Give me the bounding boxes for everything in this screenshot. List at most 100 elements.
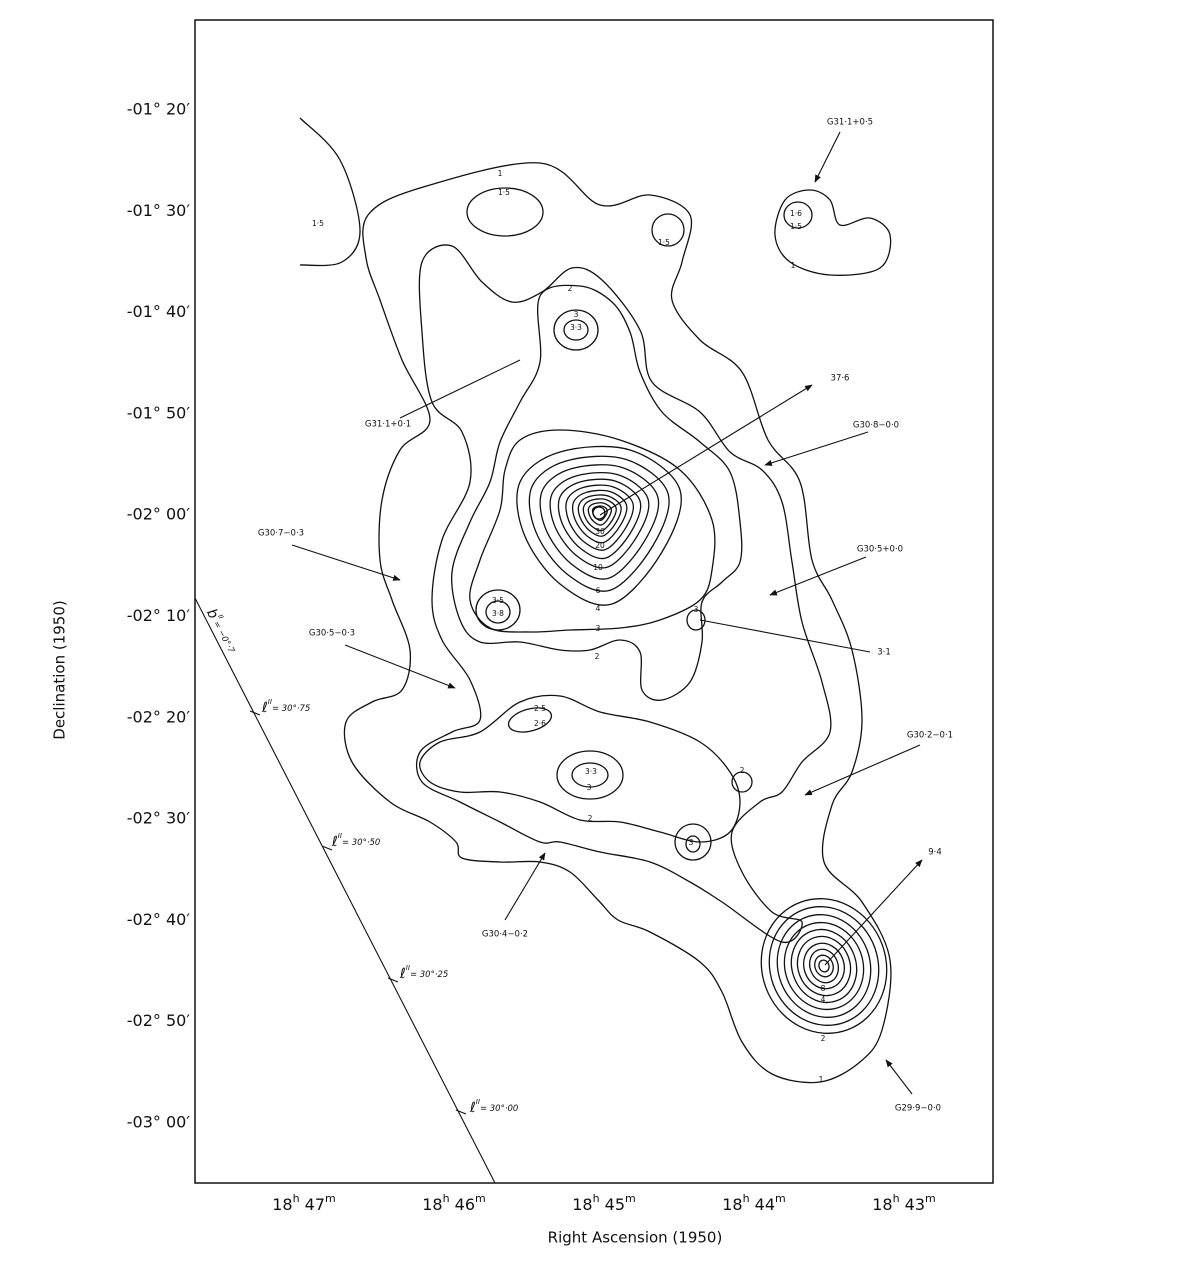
annotation: G30·2−0·1 (907, 731, 953, 741)
contour (563, 319, 589, 341)
contour-label: 1 (498, 169, 503, 178)
pointer (344, 644, 456, 689)
contour-label: 3 (694, 605, 699, 614)
contour (814, 954, 834, 978)
contour-label: 1 (819, 1075, 824, 1084)
galactic-line (194, 597, 496, 1184)
tick-part: 18 (722, 1195, 742, 1214)
annotation: G29·9−0·0 (895, 1104, 941, 1114)
contour (556, 750, 624, 800)
contour (539, 464, 660, 580)
contour (685, 835, 701, 853)
tick-part: 43 (900, 1195, 925, 1214)
pointer (769, 556, 867, 596)
contour (343, 162, 892, 1084)
coord: = 30°·25 (410, 970, 448, 980)
contour-label: 3 (596, 624, 601, 633)
x-tick-label: 18h 46m (422, 1192, 486, 1214)
contour (507, 707, 553, 733)
unit-sup: h (443, 1192, 450, 1205)
annotation: G30·5+0·0 (857, 545, 903, 555)
contour-label: 1·5 (790, 222, 802, 231)
contour (802, 942, 846, 990)
contour-label: 2 (821, 1034, 826, 1043)
annotation: G31·1+0·5 (827, 118, 873, 128)
contour-label: 3·3 (585, 767, 597, 776)
contour-label: 3 (587, 783, 592, 792)
contour (516, 445, 682, 606)
y-tick-label: -02° 10′ (127, 606, 191, 625)
contour (587, 502, 613, 526)
annotation: G30·4−0·2 (482, 930, 528, 940)
unit-sup: h (743, 1192, 750, 1205)
contour-label: 30 (595, 527, 605, 536)
contour-label: 3·3 (570, 323, 582, 332)
coord: = 30°·00 (480, 1104, 518, 1114)
y-tick-label: -02° 00′ (127, 505, 191, 524)
annotation: 3·1 (877, 648, 891, 658)
unit-sup: m (475, 1192, 486, 1205)
pointer (291, 544, 401, 581)
unit-sup: h (893, 1192, 900, 1205)
contour-label: 1·5 (312, 219, 324, 228)
contour (774, 189, 892, 276)
x-tick-label: 18h 47m (272, 1192, 336, 1214)
pointer (764, 431, 869, 466)
pointer (804, 744, 921, 796)
coord: = 30°·75 (272, 704, 310, 714)
peak (592, 506, 606, 520)
contour-label: 8 (821, 984, 826, 993)
y-tick-label: -01° 50′ (127, 403, 191, 422)
contour (557, 478, 642, 560)
contour-label: 3·5 (492, 596, 504, 605)
galactic-label: ℓII= 30°·00 (469, 1098, 518, 1116)
labels: -01° 20′ -01° 30′ -01° 40′ -01° 50′ -02° 00′… (127, 100, 953, 1214)
contour-label: 3 (689, 838, 694, 847)
contours (194, 117, 923, 1184)
galactic-label: ℓII= 30°·25 (399, 964, 448, 982)
contour (571, 489, 628, 544)
tick-part: 44 (750, 1195, 775, 1214)
tick-part: 18 (872, 1195, 892, 1214)
x-tick-label: 18h 44m (722, 1192, 786, 1214)
contour (790, 928, 858, 1004)
contour (796, 935, 852, 997)
contour (686, 609, 706, 631)
galactic-tick (321, 845, 333, 851)
contour (451, 284, 743, 701)
tick-part: 45 (600, 1195, 625, 1214)
contour (565, 484, 634, 551)
contour (466, 187, 544, 237)
pointer (824, 859, 923, 966)
contour (415, 244, 832, 943)
galactic-tick (249, 710, 261, 716)
pointer (399, 359, 521, 419)
annotation: G30·8−0·0 (853, 421, 899, 431)
galactic-tick (455, 1109, 467, 1115)
contour-label: 1·5 (658, 238, 670, 247)
y-tick-label: -01° 20′ (127, 100, 191, 119)
pointer (699, 619, 871, 653)
unit-sup: m (775, 1192, 786, 1205)
tick-part: 46 (450, 1195, 475, 1214)
annotation: G30·5−0·3 (309, 629, 355, 639)
sup: II (406, 964, 410, 972)
coord: = 30°·50 (342, 838, 380, 848)
sup: II (268, 698, 272, 706)
x-tick-label: 18h 43m (872, 1192, 936, 1214)
y-tick-label: -01° 30′ (127, 201, 191, 220)
annotation: 9·4 (928, 848, 942, 858)
y-tick-label: -02° 30′ (127, 809, 191, 828)
contour (818, 959, 830, 973)
contour (776, 914, 872, 1018)
annotation: 37·6 (831, 374, 850, 384)
contour (549, 472, 650, 569)
pointer (599, 384, 813, 516)
contour (731, 771, 753, 793)
y-axis-title: Declination (1950) (51, 600, 69, 739)
unit-sup: h (293, 1192, 300, 1205)
contour (577, 494, 622, 537)
contour (808, 948, 840, 984)
contour (582, 498, 617, 532)
